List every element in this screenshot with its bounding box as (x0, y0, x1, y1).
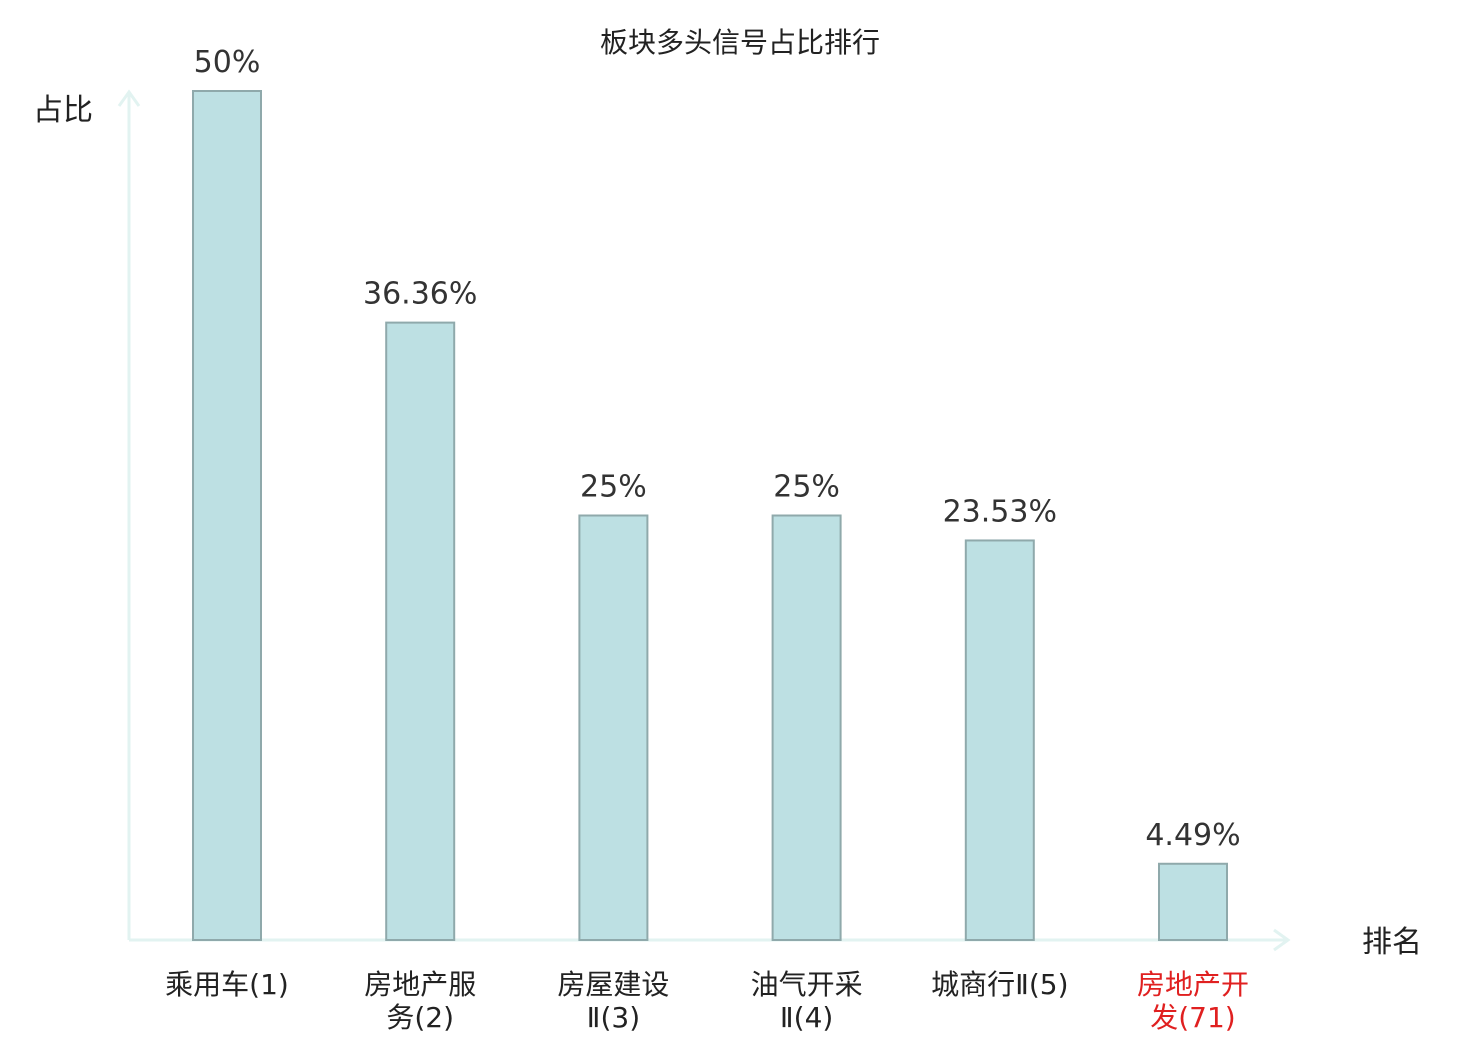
category-label-6-line-2: 发(71) (1150, 1001, 1235, 1034)
bar-1 (192, 90, 262, 941)
chart-title: 板块多头信号占比排行 (600, 26, 880, 59)
value-label-3: 25% (580, 470, 647, 505)
category-label-3-line-2: Ⅱ(3) (587, 1001, 640, 1034)
bar-4 (771, 514, 842, 941)
category-label-1: 乘用车(1) (165, 968, 289, 1001)
y-axis (117, 89, 141, 940)
category-label-2-line-2: 务(2) (386, 1001, 454, 1034)
category-label-4-line-2: Ⅱ(4) (780, 1001, 833, 1034)
category-label-6-line-1: 房地产开 (1137, 968, 1249, 1001)
value-label-5: 23.53% (943, 494, 1057, 529)
bar-2 (385, 321, 456, 942)
value-label-2: 36.36% (363, 277, 477, 312)
value-label-1: 50% (194, 45, 261, 80)
value-labels-group: 50% 36.36% 25% 25% 23.53% 4.49% (194, 45, 1241, 853)
bar-5 (964, 539, 1035, 941)
bar-3 (578, 514, 649, 941)
value-label-4: 25% (773, 470, 840, 505)
category-label-3-line-1: 房屋建设 (557, 968, 669, 1001)
y-axis-label: 占比 (33, 93, 93, 128)
category-label-4-line-1: 油气开采 (751, 968, 863, 1001)
x-axis (129, 928, 1291, 952)
category-label-2-line-1: 房地产服 (364, 968, 476, 1001)
x-axis-label: 排名 (1362, 925, 1422, 960)
bar-6 (1158, 862, 1228, 942)
category-label-5: 城商行Ⅱ(5) (931, 968, 1068, 1001)
bars-group (192, 90, 1228, 942)
value-label-6: 4.49% (1145, 818, 1240, 853)
